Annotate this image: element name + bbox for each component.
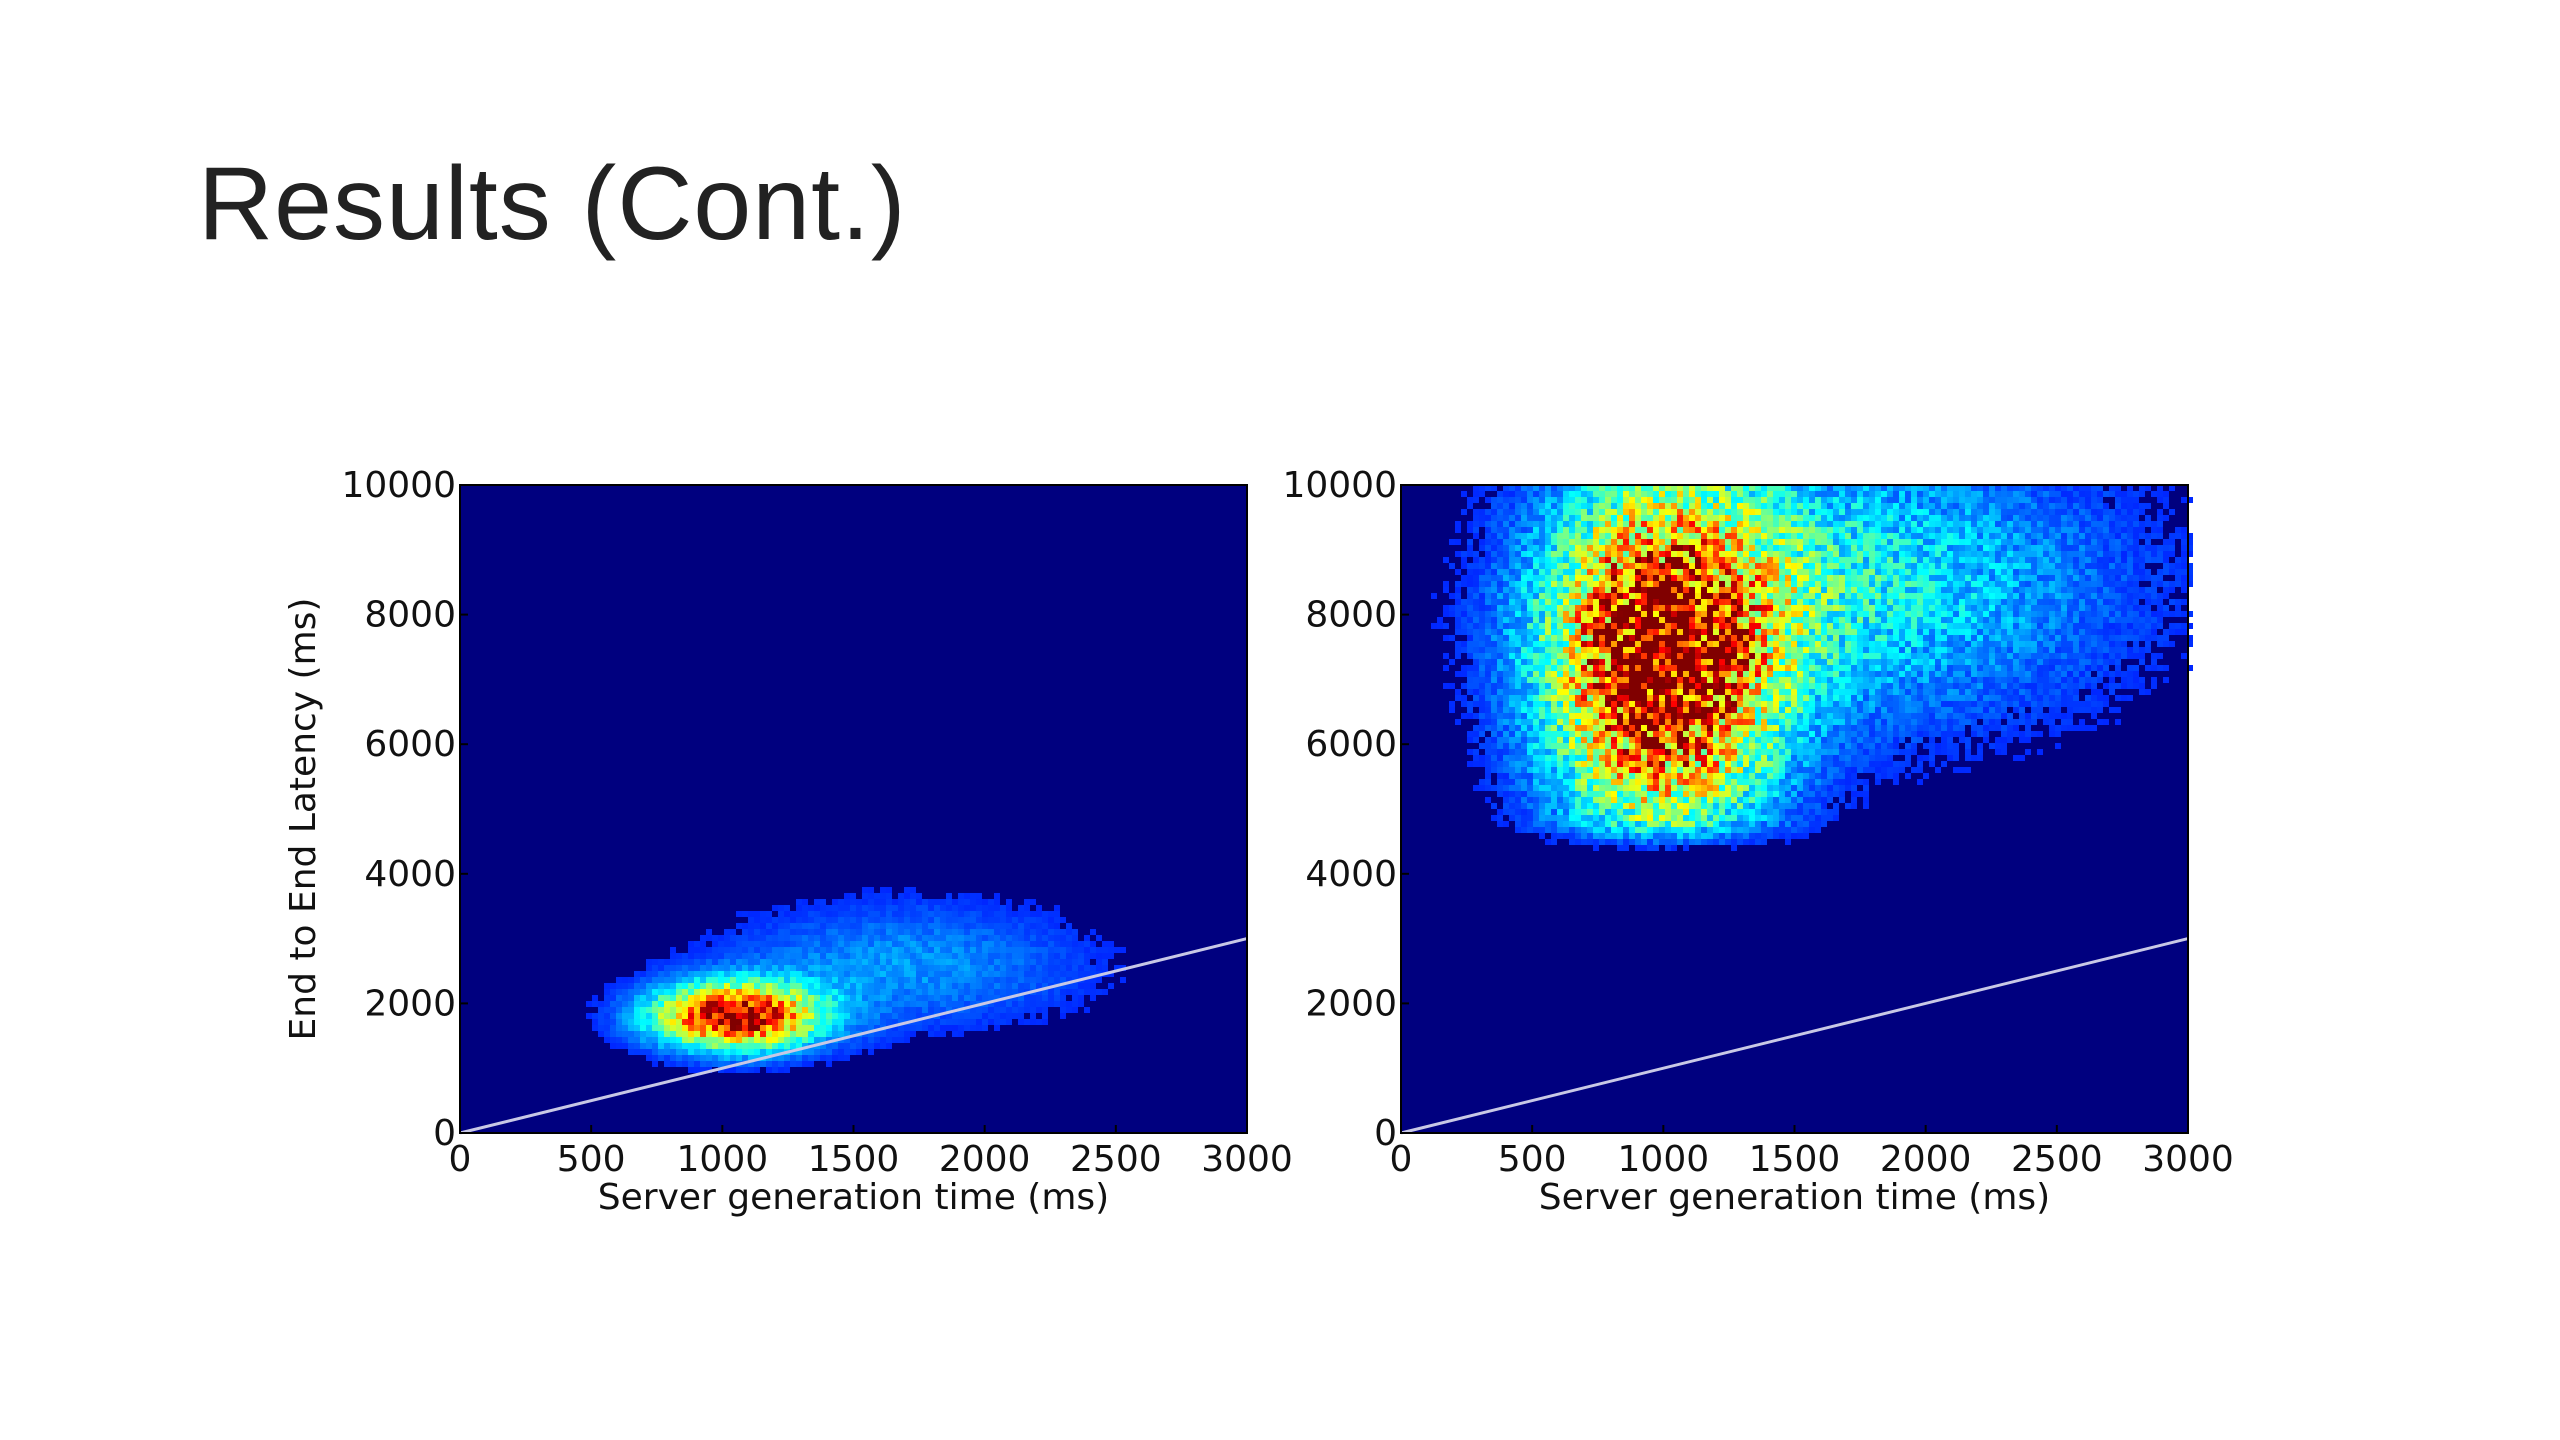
right-heatmap-chart: 0 500 1000 1500 2000 2500 3000 0 2000 4000 6000 800…	[1282, 465, 2233, 1218]
x-tick-label: 2500	[2011, 1139, 2103, 1180]
y-tick-label: 6000	[1305, 724, 1397, 765]
x-tick-label: 2000	[1880, 1139, 1972, 1180]
heatmap-cells	[1431, 485, 2193, 851]
x-tick-label: 500	[557, 1139, 626, 1180]
x-tick-label: 1500	[808, 1139, 900, 1180]
y-tick-label: 0	[433, 1113, 456, 1154]
y-tick-label: 8000	[364, 595, 456, 636]
x-tick-label: 0	[1390, 1139, 1413, 1180]
x-tick-label: 2000	[939, 1139, 1031, 1180]
y-tick-label: 2000	[364, 983, 456, 1024]
x-tick-label: 1000	[677, 1139, 769, 1180]
x-tick-label: 3000	[1201, 1139, 1293, 1180]
y-tick-label: 0	[1374, 1113, 1397, 1154]
y-axis-label: End to End Latency (ms)	[283, 598, 324, 1041]
x-tick-label: 0	[449, 1139, 472, 1180]
x-tick-label: 3000	[2142, 1139, 2234, 1180]
y-tick-label: 4000	[364, 854, 456, 895]
reference-line	[459, 937, 1248, 1135]
y-tick-label: 8000	[1305, 595, 1397, 636]
x-tick-label: 2500	[1070, 1139, 1162, 1180]
y-tick-label: 4000	[1305, 854, 1397, 895]
x-axis-label: Server generation time (ms)	[1539, 1177, 2050, 1218]
x-tick-label: 500	[1498, 1139, 1567, 1180]
x-tick-label: 1000	[1618, 1139, 1710, 1180]
reference-line	[1400, 937, 2189, 1135]
x-tick-label: 1500	[1749, 1139, 1841, 1180]
y-tick-label: 10000	[1282, 465, 1397, 506]
x-axis-label: Server generation time (ms)	[598, 1177, 1109, 1218]
heatmap-cells	[586, 887, 1126, 1073]
y-tick-label: 10000	[341, 465, 456, 506]
y-tick-label: 6000	[364, 724, 456, 765]
left-heatmap-chart: 0 500 1000 1500 2000 2500 3000 0 2000 4000 6000 800…	[283, 465, 1293, 1218]
slide-title: Results (Cont.)	[198, 146, 907, 262]
y-tick-label: 2000	[1305, 983, 1397, 1024]
